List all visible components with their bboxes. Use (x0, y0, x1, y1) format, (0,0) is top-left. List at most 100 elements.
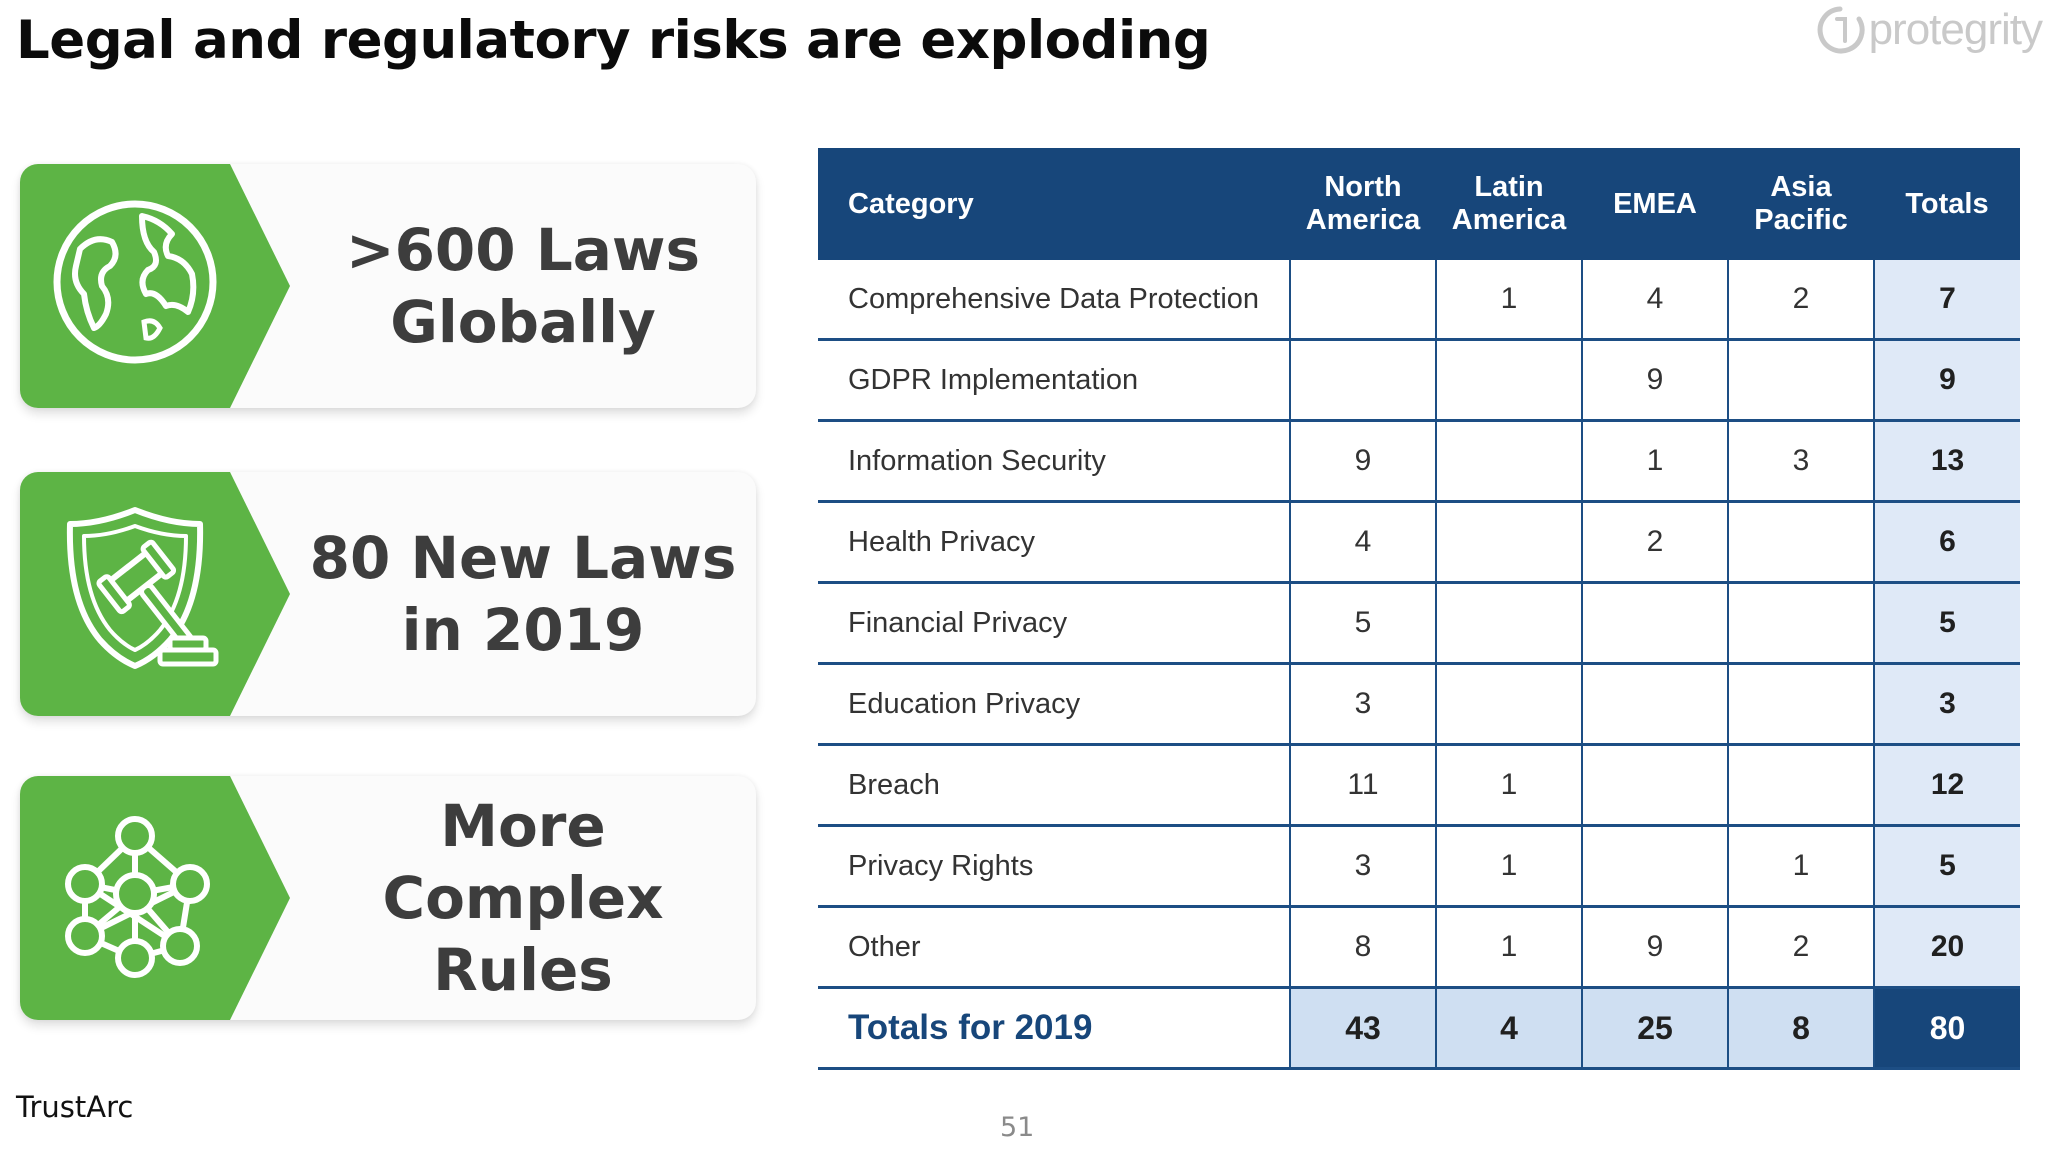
card-text: 80 New Laws in 2019 (290, 472, 756, 716)
cell-asia-pacific (1728, 501, 1875, 584)
cell-north-america: 5 (1290, 582, 1437, 665)
card-tab (20, 776, 290, 1020)
cell-asia-pacific (1728, 744, 1875, 827)
cell-latin-america (1436, 420, 1583, 503)
table-row: Privacy Rights 3 1 1 5 (818, 825, 2020, 908)
row-category: GDPR Implementation (818, 339, 1291, 422)
row-category: Breach (818, 744, 1291, 827)
card-line-1: >600 Laws (345, 216, 701, 284)
cell-latin-america (1436, 582, 1583, 665)
globe-icon (53, 200, 217, 364)
row-category: Other (818, 906, 1291, 989)
cell-asia-pacific (1728, 582, 1875, 665)
totals-row: Totals for 2019 43 4 25 8 80 (818, 987, 2020, 1070)
card-line-2: in 2019 (401, 596, 645, 664)
row-category: Information Security (818, 420, 1291, 503)
cell-north-america: 11 (1290, 744, 1437, 827)
card-line-2: Rules (433, 936, 613, 1004)
table-row: Other 8 1 9 2 20 (818, 906, 2020, 989)
cell-emea: 9 (1582, 339, 1729, 422)
cell-total: 6 (1874, 501, 2020, 584)
table-row: Financial Privacy 5 5 (818, 582, 2020, 665)
cell-north-america: 3 (1290, 825, 1437, 908)
laws-by-region-table: Category North America Latin America EMEA … (818, 148, 2020, 1070)
card-line-2: Globally (390, 288, 656, 356)
cell-north-america: 3 (1290, 663, 1437, 746)
cell-emea: 4 (1582, 260, 1729, 341)
cell-total: 9 (1874, 339, 2020, 422)
cell-asia-pacific: 2 (1728, 906, 1875, 989)
cell-north-america: 8 (1290, 906, 1437, 989)
cell-total: 5 (1874, 582, 2020, 665)
cell-latin-america (1436, 501, 1583, 584)
cell-emea: 2 (1582, 501, 1729, 584)
cell-asia-pacific: 1 (1728, 825, 1875, 908)
cell-emea (1582, 744, 1729, 827)
cell-asia-pacific (1728, 339, 1875, 422)
cell-north-america: 9 (1290, 420, 1437, 503)
total-latin-america: 4 (1436, 987, 1583, 1070)
slide-title: Legal and regulatory risks are exploding (16, 10, 1211, 71)
page-number: 51 (1000, 1112, 1035, 1143)
table-row: Information Security 9 1 3 13 (818, 420, 2020, 503)
cell-total: 5 (1874, 825, 2020, 908)
cell-asia-pacific (1728, 663, 1875, 746)
cell-emea (1582, 825, 1729, 908)
logo-text: protegrity (1868, 5, 2043, 54)
header-category: Category (818, 148, 1290, 260)
cell-total: 12 (1874, 744, 2020, 827)
cell-asia-pacific: 3 (1728, 420, 1875, 503)
row-category: Privacy Rights (818, 825, 1291, 908)
cell-latin-america (1436, 339, 1583, 422)
cell-emea (1582, 582, 1729, 665)
card-line-1: More Complex (382, 792, 664, 932)
table-row: Breach 11 1 12 (818, 744, 2020, 827)
header-north-america: North America (1290, 148, 1436, 260)
total-asia-pacific: 8 (1728, 987, 1875, 1070)
table-row: Education Privacy 3 3 (818, 663, 2020, 746)
source-label: TrustArc (16, 1090, 134, 1124)
cell-total: 13 (1874, 420, 2020, 503)
card-line-1: 80 New Laws (309, 524, 737, 592)
cell-latin-america: 1 (1436, 825, 1583, 908)
cell-emea: 9 (1582, 906, 1729, 989)
network-nodes-icon (65, 816, 210, 978)
header-latin-america: Latin America (1436, 148, 1582, 260)
header-totals: Totals (1874, 148, 2020, 260)
cell-total: 3 (1874, 663, 2020, 746)
row-category: Health Privacy (818, 501, 1291, 584)
card-text: >600 Laws Globally (290, 164, 756, 408)
cell-total: 7 (1874, 260, 2020, 341)
table-header-row: Category North America Latin America EMEA … (818, 148, 2020, 260)
table-row: Comprehensive Data Protection 1 4 2 7 (818, 260, 2020, 341)
cell-north-america (1290, 339, 1437, 422)
row-category: Education Privacy (818, 663, 1291, 746)
cell-north-america: 4 (1290, 501, 1437, 584)
cell-latin-america: 1 (1436, 906, 1583, 989)
stat-card-complex-rules: More Complex Rules (20, 776, 756, 1020)
cell-latin-america: 1 (1436, 260, 1583, 341)
table-row: GDPR Implementation 9 9 (818, 339, 2020, 422)
total-north-america: 43 (1290, 987, 1437, 1070)
card-tab (20, 164, 290, 408)
protegrity-logo-icon (1817, 6, 1865, 54)
cell-latin-america (1436, 663, 1583, 746)
totals-label: Totals for 2019 (818, 987, 1291, 1070)
shield-gavel-icon (66, 507, 219, 669)
card-text: More Complex Rules (290, 776, 756, 1020)
header-emea: EMEA (1582, 148, 1728, 260)
cell-latin-america: 1 (1436, 744, 1583, 827)
header-asia-pacific: Asia Pacific (1728, 148, 1874, 260)
table-row: Health Privacy 4 2 6 (818, 501, 2020, 584)
grand-total: 80 (1874, 987, 2020, 1070)
card-tab (20, 472, 290, 716)
cell-emea (1582, 663, 1729, 746)
row-category: Financial Privacy (818, 582, 1291, 665)
stat-card-new-laws: 80 New Laws in 2019 (20, 472, 756, 716)
cell-total: 20 (1874, 906, 2020, 989)
cell-asia-pacific: 2 (1728, 260, 1875, 341)
total-emea: 25 (1582, 987, 1729, 1070)
cell-north-america (1290, 260, 1437, 341)
cell-emea: 1 (1582, 420, 1729, 503)
row-category: Comprehensive Data Protection (818, 260, 1291, 341)
